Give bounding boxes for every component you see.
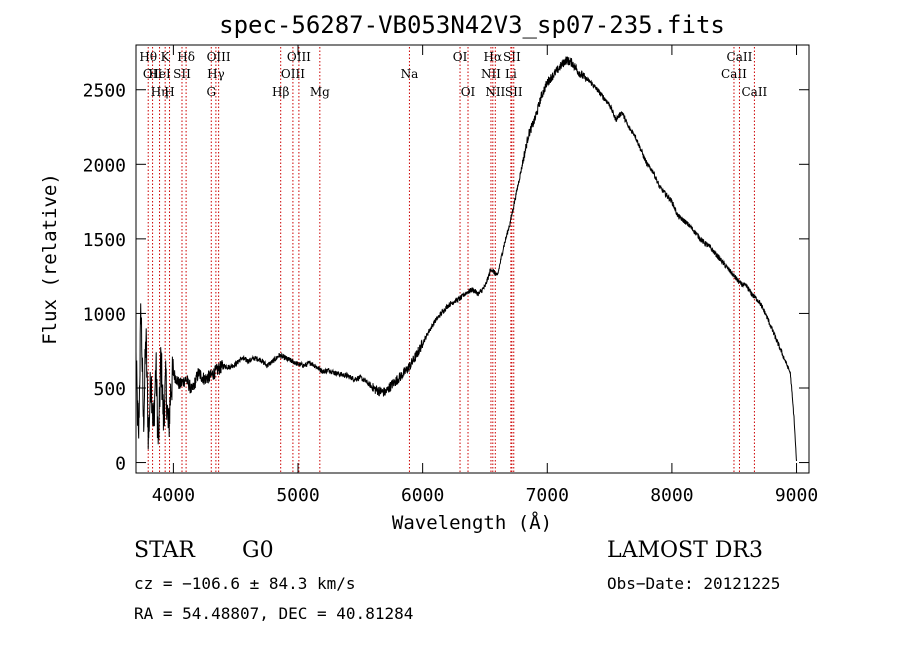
observation-date: Obs−Date: 20121225 <box>607 574 781 593</box>
y-tick-label: 500 <box>93 379 126 400</box>
line-label: CaII <box>741 85 767 99</box>
x-tick-label: 4000 <box>152 485 195 506</box>
line-label: SII <box>173 67 191 81</box>
x-tick-label: 9000 <box>775 485 818 506</box>
line-label: Hα <box>484 50 503 64</box>
y-tick-label: 0 <box>115 454 126 475</box>
survey-name: LAMOST DR3 <box>607 538 763 563</box>
line-label: CaII <box>727 50 753 64</box>
x-tick-label: 8000 <box>650 485 693 506</box>
line-label: SII <box>503 50 521 64</box>
line-label: NII <box>481 67 501 81</box>
line-label: OIII <box>207 50 231 64</box>
spectrum-series <box>135 56 797 462</box>
line-label: OIII <box>281 67 305 81</box>
object-subclass: G0 <box>242 538 274 563</box>
line-label: Hβ <box>272 85 289 99</box>
coordinates: RA = 54.48807, DEC = 40.81284 <box>134 604 414 623</box>
plot-frame <box>135 44 810 474</box>
line-label: OI <box>453 50 468 64</box>
line-label: HeI <box>148 67 171 81</box>
line-label: Hθ <box>139 50 157 64</box>
spectrum-line <box>135 56 797 462</box>
x-tick-label: 7000 <box>526 485 569 506</box>
redshift-velocity: cz = −106.6 ± 84.3 km/s <box>134 574 356 593</box>
line-label: Hδ <box>177 50 195 64</box>
line-label: G <box>206 85 216 99</box>
line-label: OI <box>461 85 476 99</box>
line-label: Li <box>505 67 517 81</box>
line-label: NII <box>485 85 505 99</box>
axis-ticks: 4000 5000 6000 7000 8000 9000 0 500 1000 1500 2000… <box>83 45 818 506</box>
line-label: SII <box>505 85 523 99</box>
x-axis-label: Wavelength (Å) <box>392 511 552 534</box>
line-label: CaII <box>721 67 747 81</box>
line-label: Hη <box>151 85 169 99</box>
y-tick-label: 2500 <box>83 81 126 102</box>
y-tick-label: 2000 <box>83 155 126 176</box>
chart-title: spec-56287-VB053N42V3_sp07-235.fits <box>219 11 725 39</box>
line-label: Na <box>401 67 419 81</box>
line-label: K <box>161 50 171 64</box>
line-label: OIII <box>287 50 311 64</box>
x-tick-label: 6000 <box>401 485 444 506</box>
line-label: Mg <box>310 85 330 99</box>
line-label: Hγ <box>207 67 225 81</box>
line-label: H <box>164 85 174 99</box>
object-class: STAR <box>134 538 195 563</box>
y-axis-label: Flux (relative) <box>39 173 61 345</box>
line-label: OII <box>143 67 163 81</box>
y-tick-label: 1500 <box>83 230 126 251</box>
y-tick-label: 1000 <box>83 304 126 325</box>
x-tick-label: 5000 <box>276 485 319 506</box>
